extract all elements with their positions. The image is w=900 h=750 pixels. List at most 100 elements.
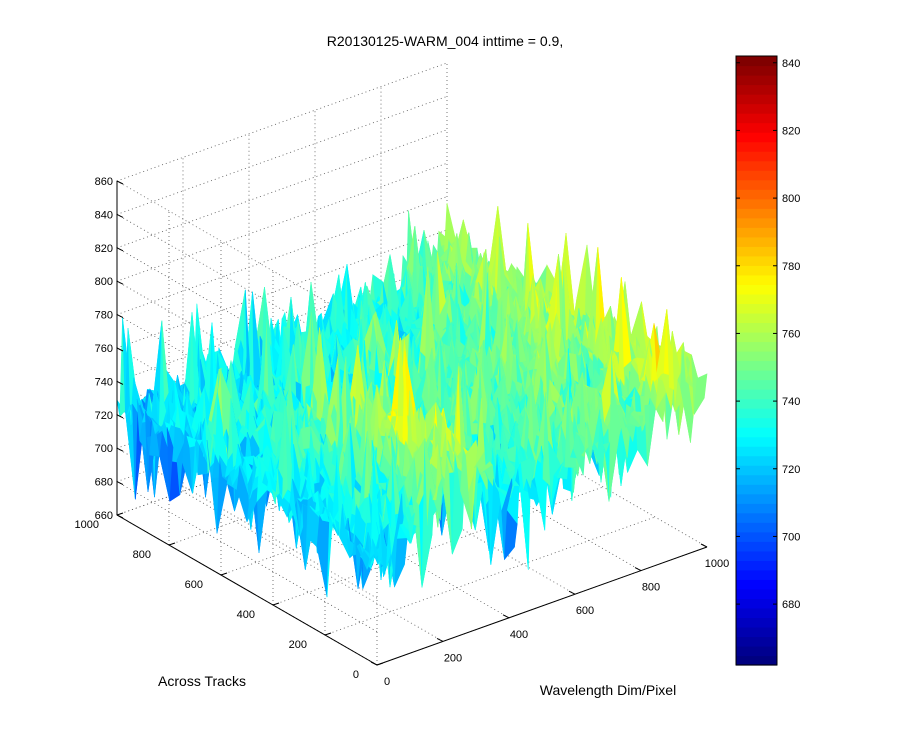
colorbar-band xyxy=(736,655,777,666)
colorbar-band xyxy=(736,246,777,257)
colorbar-band xyxy=(736,284,777,295)
z-tick-mark xyxy=(116,380,124,385)
z-tick-mark xyxy=(116,414,124,419)
surface-plot xyxy=(116,203,708,598)
colorbar-tick-label: 680 xyxy=(782,599,800,611)
y-tick-mark xyxy=(272,602,280,606)
colorbar-band xyxy=(736,274,777,285)
colorbar-band xyxy=(736,560,777,571)
colorbar-band xyxy=(736,541,777,552)
z-tick-mark xyxy=(116,213,124,218)
colorbar-band xyxy=(736,322,777,333)
colorbar-band xyxy=(736,360,777,371)
colorbar-band xyxy=(736,56,777,67)
colorbar-band xyxy=(736,408,777,419)
colorbar-tick-label: 740 xyxy=(782,396,800,408)
colorbar-band xyxy=(736,598,777,609)
surface-patch xyxy=(694,373,708,415)
colorbar-band xyxy=(736,341,777,352)
y-tick-label: 600 xyxy=(185,579,203,591)
x-tick-label: 400 xyxy=(510,629,528,641)
y-tick-label: 0 xyxy=(353,669,359,681)
y-tick-label: 1000 xyxy=(75,519,99,531)
colorbar-band xyxy=(736,160,777,171)
colorbar-tick-label: 780 xyxy=(782,261,800,273)
colorbar-band xyxy=(736,503,777,514)
colorbar-band xyxy=(736,75,777,86)
colorbar-band xyxy=(736,626,777,638)
colorbar-band xyxy=(736,636,777,647)
colorbar-band xyxy=(736,512,777,523)
x-tick-mark xyxy=(700,543,708,548)
colorbar-band xyxy=(736,427,777,438)
z-tick-mark xyxy=(116,347,124,352)
colorbar-gradient xyxy=(736,56,777,666)
colorbar-band xyxy=(736,607,777,619)
colorbar-band xyxy=(736,550,777,561)
z-tick-mark xyxy=(116,180,124,185)
grid-line-y-floor xyxy=(324,516,656,636)
y-axis-label: Across Tracks xyxy=(158,673,246,689)
colorbar-tick-label: 700 xyxy=(782,531,800,543)
colorbar-band xyxy=(736,350,777,362)
colorbar-band xyxy=(736,84,777,95)
colorbar-band xyxy=(736,236,777,247)
y-tick-mark xyxy=(168,542,176,546)
z-tick-label: 860 xyxy=(95,176,113,188)
chart-title: R20130125-WARM_004 inttime = 0.9, xyxy=(327,33,563,49)
colorbar-tick-label: 760 xyxy=(782,328,800,340)
x-tick-label: 0 xyxy=(384,676,390,688)
z-tick-mark xyxy=(116,280,124,285)
colorbar-band xyxy=(736,265,777,276)
colorbar-band xyxy=(736,455,777,466)
x-axis-line xyxy=(376,546,708,666)
colorbar-band xyxy=(736,446,777,457)
y-axis-line xyxy=(116,514,378,666)
colorbar-band xyxy=(736,217,777,228)
colorbar-band xyxy=(736,436,777,447)
z-tick-mark xyxy=(116,447,124,452)
y-tick-mark xyxy=(376,662,384,666)
y-axis-ticks: 0 200 400 600 800 1000 xyxy=(75,512,384,681)
z-tick-label: 780 xyxy=(95,310,113,322)
colorbar-frame xyxy=(735,55,778,666)
colorbar-band xyxy=(736,227,777,238)
x-tick-mark xyxy=(634,567,642,572)
x-tick-label: 200 xyxy=(444,652,462,664)
colorbar-tick-label: 820 xyxy=(782,125,800,137)
colorbar-band xyxy=(736,113,777,124)
colorbar-band xyxy=(736,255,777,266)
grid-line-y-floor xyxy=(272,486,604,606)
colorbar-band xyxy=(736,522,777,533)
colorbar-band xyxy=(736,94,777,105)
colorbar-band xyxy=(736,198,777,209)
colorbar-band xyxy=(736,189,777,200)
colorbar-band xyxy=(736,379,777,390)
colorbar-band xyxy=(736,208,777,219)
colorbar-band xyxy=(736,417,777,428)
y-tick-mark xyxy=(116,512,124,516)
z-tick-label: 660 xyxy=(95,510,113,522)
colorbar-band xyxy=(736,474,777,485)
x-tick-label: 800 xyxy=(642,582,660,594)
colorbar-band xyxy=(736,465,777,476)
z-tick-mark xyxy=(116,314,124,319)
colorbar-band xyxy=(736,103,777,114)
y-tick-label: 400 xyxy=(237,609,255,621)
x-axis-label: Wavelength Dim/Pixel xyxy=(540,682,676,698)
colorbar-tick-label: 840 xyxy=(782,58,800,70)
colorbar-tick-label: 720 xyxy=(782,464,800,476)
colorbar-tick-label: 800 xyxy=(782,193,800,205)
colorbar-band xyxy=(736,141,777,152)
colorbar-band xyxy=(736,132,777,143)
x-tick-mark xyxy=(568,590,576,595)
colorbar-band xyxy=(736,151,777,162)
colorbar-band xyxy=(736,398,777,409)
y-tick-label: 800 xyxy=(133,549,151,561)
colorbar-band xyxy=(736,588,777,599)
colorbar-band xyxy=(736,579,777,590)
x-tick-mark xyxy=(370,661,378,666)
colorbar: 680 700 720 740 760 780 800 820 840 xyxy=(735,55,800,666)
colorbar-ticks: 680 700 720 740 760 780 800 820 840 xyxy=(736,58,800,611)
